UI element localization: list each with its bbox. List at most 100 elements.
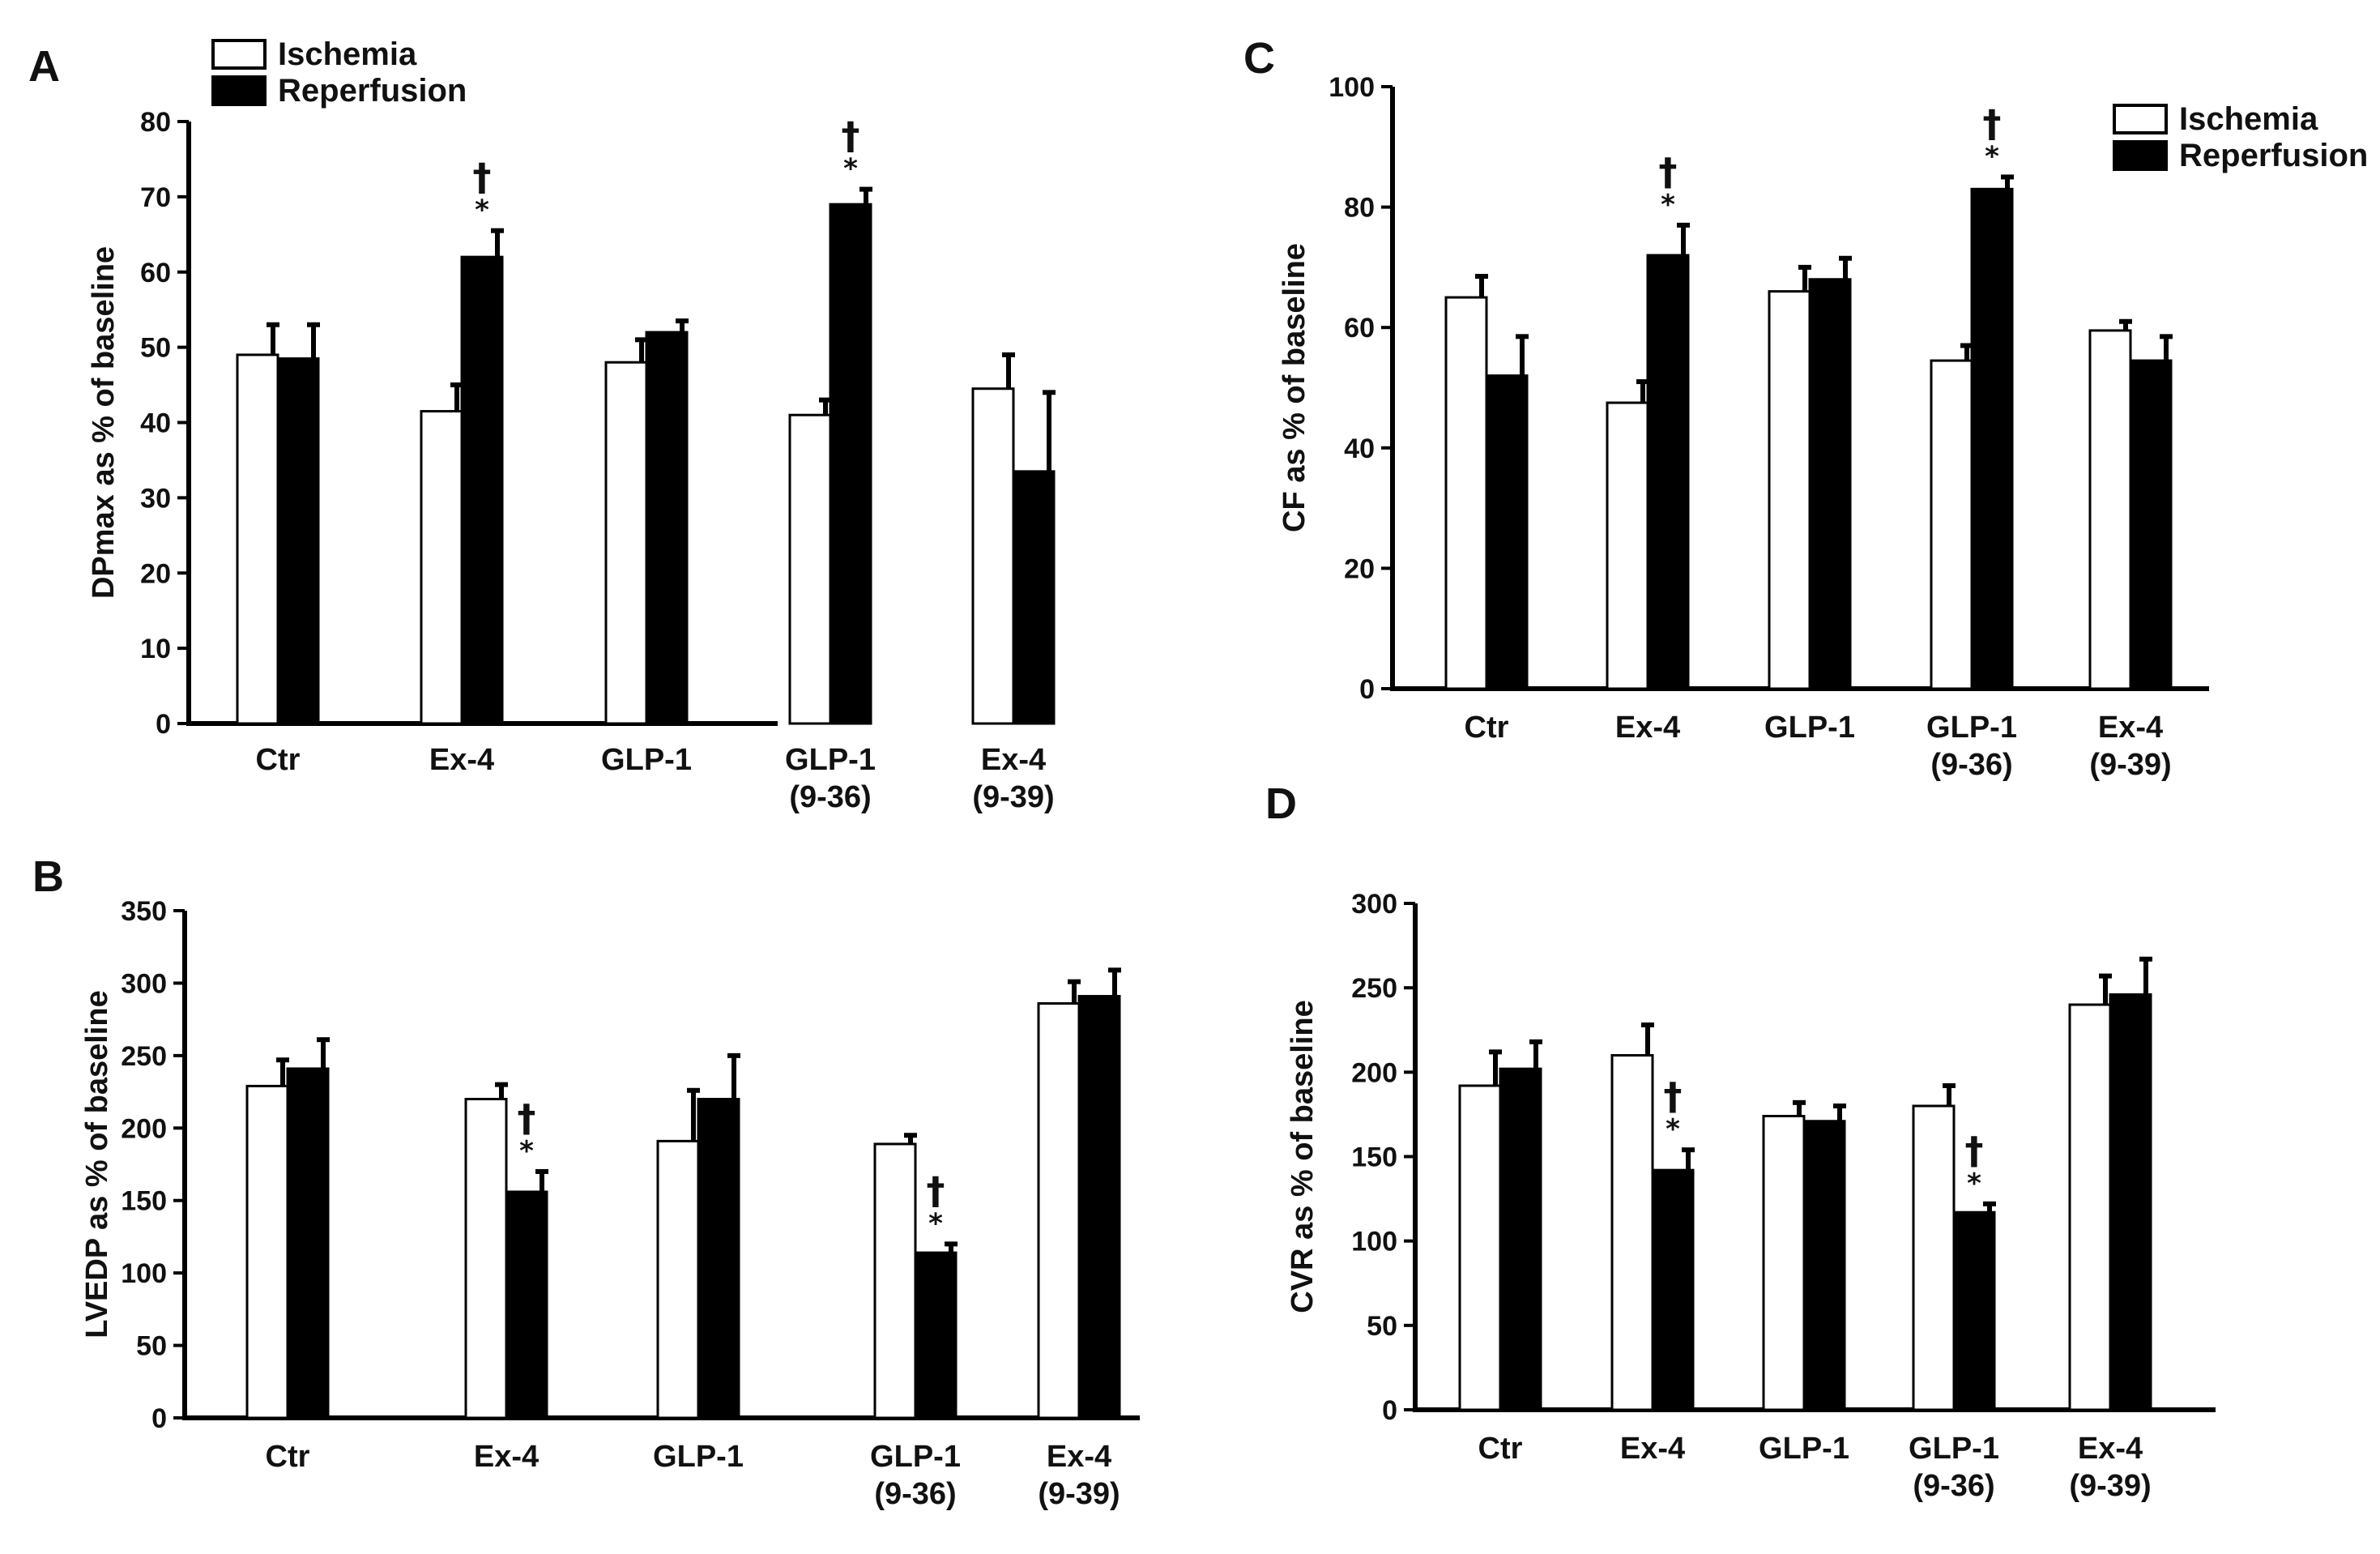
bar-ischemia bbox=[656, 1139, 700, 1420]
category-label: Ctr bbox=[1478, 1432, 1523, 1466]
panel-d: D 0 50 100 150 200 250 300 CVR as % of baseline *… bbox=[1265, 779, 2216, 1503]
significance-star: * bbox=[1985, 140, 1999, 173]
y-tick-label: 300 bbox=[121, 968, 167, 999]
y-axis-label: DPmax as % of baseline bbox=[87, 246, 121, 599]
bar-reperfusion bbox=[1802, 1120, 1846, 1411]
y-tick-label: 50 bbox=[136, 1331, 167, 1362]
bar-reperfusion bbox=[2109, 993, 2152, 1411]
bar-ischemia bbox=[1606, 401, 1649, 690]
y-tick-label: 10 bbox=[140, 634, 171, 664]
bar-ischemia bbox=[1762, 1115, 1806, 1411]
category-label: Ex-4 bbox=[2078, 1432, 2143, 1466]
bar-ischemia bbox=[1610, 1054, 1654, 1411]
significance-dagger: † bbox=[473, 156, 492, 199]
y-tick-label: 200 bbox=[1351, 1057, 1397, 1088]
bar-ischemia bbox=[464, 1098, 508, 1420]
significance-dagger: † bbox=[1664, 1074, 1683, 1118]
legend-label-ischemia: Ischemia bbox=[2179, 101, 2318, 137]
legend-swatch-ischemia bbox=[2113, 104, 2168, 134]
panel-a: A 0 10 20 30 40 50 60 70 80 DPmax as % of baseline… bbox=[28, 36, 1056, 814]
bar-reperfusion bbox=[914, 1251, 958, 1420]
y-tick-label: 50 bbox=[140, 333, 171, 364]
significance-star: * bbox=[519, 1135, 534, 1168]
category-label: Ctr bbox=[1465, 711, 1509, 745]
category-label: GLP-1 bbox=[1759, 1432, 1849, 1466]
category-label: (9-39) bbox=[2089, 748, 2171, 782]
y-tick-label: 200 bbox=[121, 1113, 167, 1144]
y-tick-label: 250 bbox=[1351, 973, 1397, 1004]
bar-reperfusion bbox=[1012, 470, 1056, 725]
y-tick-label: 250 bbox=[121, 1041, 167, 1072]
bar-ischemia bbox=[971, 387, 1015, 725]
y-tick-label: 0 bbox=[1382, 1395, 1397, 1426]
y-tick-label: 0 bbox=[1359, 674, 1375, 705]
bar-reperfusion bbox=[1970, 187, 2014, 690]
significance-dagger: † bbox=[1983, 101, 2002, 145]
bar-reperfusion bbox=[276, 357, 320, 725]
category-label: Ex-4 bbox=[981, 743, 1046, 777]
significance-star: * bbox=[1666, 1113, 1680, 1146]
bar-ischemia bbox=[1768, 290, 1811, 690]
y-tick-label: 350 bbox=[121, 896, 167, 927]
bar-ischemia bbox=[604, 361, 648, 725]
category-label: Ex-4 bbox=[474, 1440, 539, 1474]
bar-reperfusion bbox=[1077, 995, 1121, 1420]
significance-star: * bbox=[1967, 1168, 1981, 1200]
category-label: (9-36) bbox=[789, 780, 871, 814]
y-tick-label: 60 bbox=[140, 258, 171, 288]
y-tick-label: 100 bbox=[121, 1258, 167, 1289]
category-label: Ctr bbox=[266, 1440, 310, 1474]
y-axis-label: LVEDP as % of baseline bbox=[80, 990, 114, 1338]
category-label: GLP-1 bbox=[601, 743, 692, 777]
bar-ischemia bbox=[245, 1084, 289, 1420]
category-label: GLP-1 bbox=[1764, 711, 1855, 745]
bar-ischemia bbox=[1444, 296, 1488, 690]
y-tick-label: 40 bbox=[140, 408, 171, 439]
y-tick-label: 80 bbox=[140, 107, 171, 138]
category-label: (9-39) bbox=[1038, 1477, 1120, 1511]
category-label: (9-39) bbox=[972, 780, 1054, 814]
bar-reperfusion bbox=[1646, 254, 1690, 690]
bar-ischemia bbox=[236, 353, 279, 725]
y-tick-label: 0 bbox=[151, 1403, 167, 1434]
category-label: Ex-4 bbox=[1615, 711, 1680, 745]
y-tick-label: 40 bbox=[1344, 433, 1375, 464]
bar-ischemia bbox=[2068, 1003, 2112, 1411]
bar-ischemia bbox=[2088, 329, 2132, 690]
category-label: GLP-1 bbox=[1926, 711, 2017, 745]
bar-reperfusion bbox=[460, 255, 504, 725]
category-label: Ex-4 bbox=[429, 743, 494, 777]
bar-ischemia bbox=[788, 413, 832, 725]
significance-star: * bbox=[475, 194, 489, 227]
significance-dagger: † bbox=[1659, 150, 1678, 194]
legend-label-reperfusion: Reperfusion bbox=[278, 73, 467, 109]
panel-letter: A bbox=[28, 42, 60, 91]
category-label: (9-36) bbox=[874, 1477, 956, 1511]
y-tick-label: 30 bbox=[140, 483, 171, 514]
legend-label-reperfusion: Reperfusion bbox=[2179, 138, 2368, 173]
y-tick-label: 100 bbox=[1351, 1227, 1397, 1257]
legend-label-ischemia: Ischemia bbox=[278, 36, 417, 72]
bar-ischemia bbox=[1037, 1001, 1081, 1420]
y-tick-label: 50 bbox=[1367, 1311, 1397, 1342]
significance-star: * bbox=[843, 153, 858, 186]
bar-reperfusion bbox=[1651, 1168, 1695, 1411]
significance-star: * bbox=[1661, 189, 1675, 221]
panel-b: B 0 50 100 150 200 250 300 350 LVEDP as % of base… bbox=[32, 852, 1140, 1511]
legend-swatch-ischemia bbox=[211, 39, 267, 70]
bar-reperfusion bbox=[645, 331, 689, 725]
category-label: Ctr bbox=[256, 743, 301, 777]
y-tick-label: 20 bbox=[1344, 553, 1375, 584]
bar-reperfusion bbox=[1499, 1067, 1542, 1411]
category-label: GLP-1 bbox=[653, 1440, 744, 1474]
bar-reperfusion bbox=[829, 203, 872, 725]
panel-letter: D bbox=[1265, 779, 1297, 828]
category-label: (9-39) bbox=[2069, 1469, 2151, 1503]
significance-dagger: † bbox=[842, 114, 860, 158]
y-tick-label: 100 bbox=[1329, 72, 1375, 103]
y-axis-label: CVR as % of baseline bbox=[1286, 1000, 1320, 1313]
y-tick-label: 150 bbox=[1351, 1142, 1397, 1173]
bar-ischemia bbox=[1912, 1104, 1956, 1411]
y-tick-label: 60 bbox=[1344, 313, 1375, 344]
